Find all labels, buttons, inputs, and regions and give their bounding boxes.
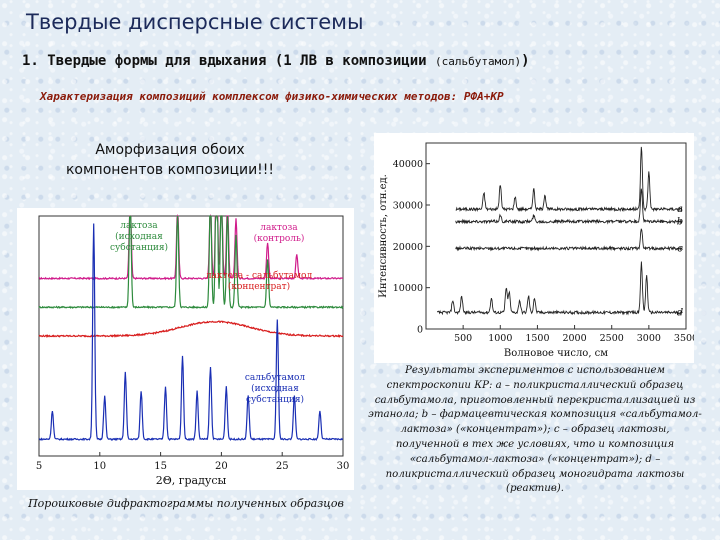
- raman-series-line: [455, 228, 683, 252]
- raman-y-tick-label: 0: [417, 325, 423, 336]
- raman-chart-panel: 0 10000 20000 30000 40000 500 1000 1500 2000 2500…: [374, 133, 698, 363]
- amorph-line-2: компонентов композиции!!!: [65, 162, 275, 178]
- raman-series-label: c: [677, 243, 683, 254]
- raman-x-tick-label: 500: [454, 333, 472, 344]
- raman-series-label: a: [677, 204, 683, 215]
- xrd-x-axis-label: 2Θ, градусы: [156, 474, 227, 487]
- slide-subtitle: 1. Твердые формы для вдыхания (1 ЛВ в ко…: [22, 53, 530, 69]
- raman-series-label: b: [677, 217, 683, 228]
- xrd-series-line: [38, 223, 344, 442]
- method-line: Характеризация композиций комплексом физ…: [40, 90, 504, 103]
- xrd-x-tick-label: 25: [276, 461, 289, 472]
- raman-series-line: [455, 146, 683, 213]
- xrd-x-tick-label: 15: [154, 461, 167, 472]
- raman-plot-frame: [425, 142, 687, 330]
- slide-title: Твердые дисперсные системы: [26, 10, 364, 34]
- xrd-legend-label: лактоза - сальбутамол (концентрат): [206, 270, 313, 292]
- raman-x-tick-label: 1000: [488, 333, 512, 344]
- raman-y-tick-label: 40000: [393, 159, 423, 170]
- raman-x-tick-label: 2500: [600, 333, 624, 344]
- xrd-legend-label: сальбутамол (исходная субстанция): [245, 372, 306, 405]
- xrd-chart-panel: 5 10 15 20 25 30 2Θ, градусы лактоза (контроль) л…: [17, 208, 354, 490]
- xrd-series-line: [38, 215, 344, 310]
- amorphization-note: Аморфизация обоих компонентов композиции…: [50, 140, 290, 180]
- subtitle-paren: (сальбутамол): [435, 55, 522, 68]
- raman-x-tick-label: 1500: [525, 333, 549, 344]
- xrd-chart: 5 10 15 20 25 30 2Θ, градусы лактоза (контроль) л…: [36, 213, 350, 487]
- xrd-x-tick-label: 5: [36, 461, 42, 472]
- xrd-x-tick-label: 30: [337, 461, 350, 472]
- raman-x-tick-label: 3500: [674, 333, 694, 344]
- subtitle-main: 1. Твердые формы для вдыхания (1 ЛВ в ко…: [22, 53, 436, 69]
- raman-series-line: [455, 188, 683, 225]
- xrd-legend-label: лактоза (исходная субстанция): [110, 221, 168, 253]
- raman-y-axis-label: Интенсивность, отн.ед.: [378, 174, 389, 298]
- xrd-legend-label: лактоза (контроль): [254, 223, 305, 244]
- amorph-line-1: Аморфизация обоих: [95, 142, 245, 158]
- raman-series-label: d: [677, 307, 683, 318]
- xrd-x-tick-label: 10: [93, 461, 106, 472]
- raman-y-tick-label: 30000: [393, 201, 423, 212]
- subtitle-end: ): [521, 53, 530, 69]
- xrd-caption: Порошковые дифрактограммы полученных обр…: [28, 497, 344, 510]
- xrd-series-line: [38, 320, 344, 339]
- raman-chart: 0 10000 20000 30000 40000 500 1000 1500 2000 2500…: [378, 142, 698, 359]
- raman-x-axis-label: Волновое число, см: [504, 348, 608, 359]
- raman-y-tick-label: 20000: [393, 242, 423, 253]
- raman-caption: Результаты экспериментов с использование…: [368, 365, 702, 495]
- raman-x-tick-label: 2000: [562, 333, 586, 344]
- raman-x-tick-label: 3000: [637, 333, 661, 344]
- raman-y-tick-label: 10000: [393, 283, 423, 294]
- xrd-x-tick-label: 20: [215, 461, 228, 472]
- raman-series-line: [436, 261, 683, 316]
- xrd-series-line: [39, 213, 344, 281]
